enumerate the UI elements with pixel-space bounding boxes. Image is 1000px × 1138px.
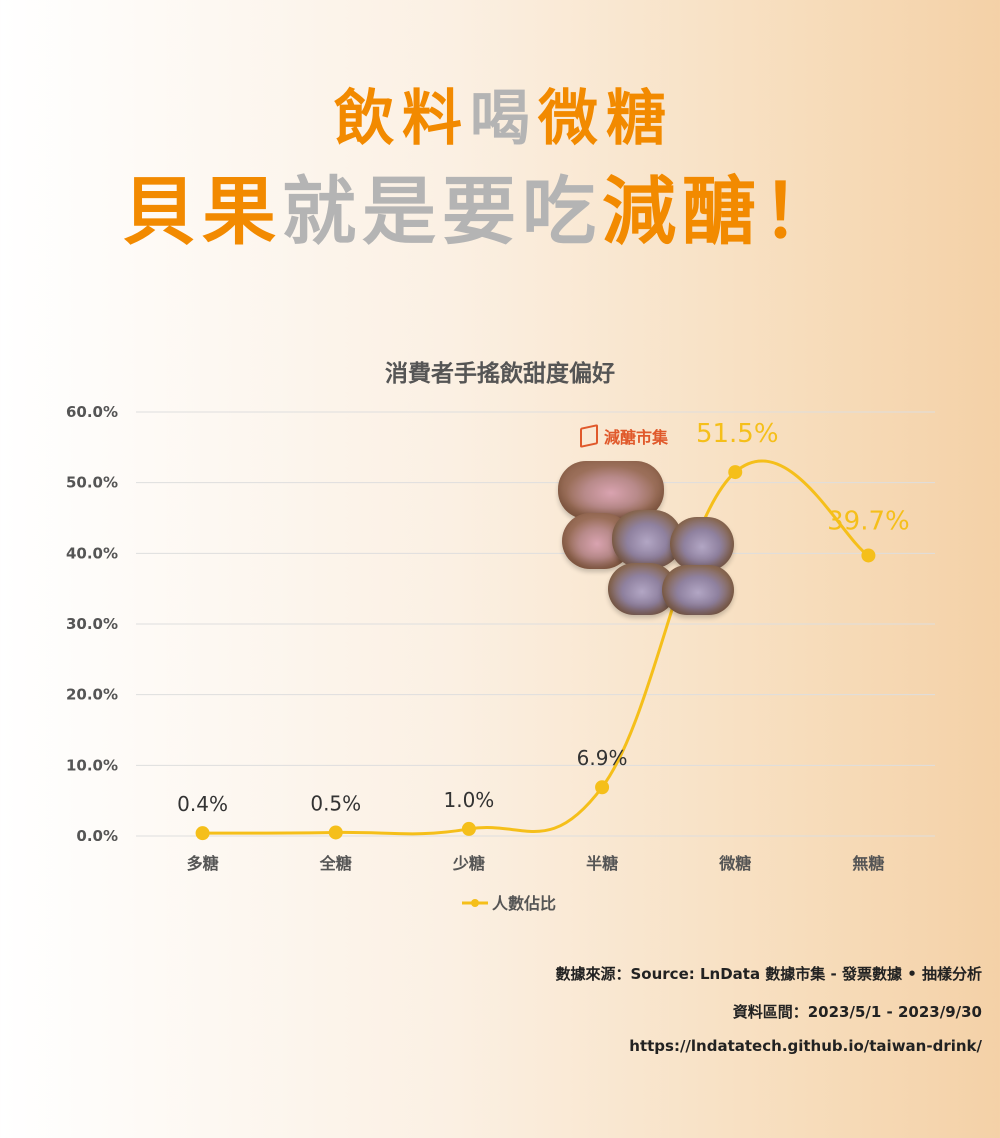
y-tick-label: 0.0% xyxy=(76,827,118,845)
data-source: 數據來源：Source: LnData 數據市集 - 發票數據 • 抽樣分析 xyxy=(555,965,983,983)
y-tick-label: 50.0% xyxy=(66,474,118,492)
brand-logo: 減醣市集 xyxy=(580,424,668,448)
bagel-image xyxy=(670,517,734,571)
data-points xyxy=(195,465,876,841)
data-point xyxy=(728,465,743,480)
legend: 人數佔比 xyxy=(462,894,556,913)
source-url[interactable]: https://lndatatech.github.io/taiwan-drin… xyxy=(629,1037,982,1055)
data-label: 6.9% xyxy=(577,746,628,770)
sweetness-line-chart: 0.0% 10.0% 20.0% 30.0% 40.0% 50.0% 60.0% 多糖 全糖 少… xyxy=(66,403,935,913)
y-tick-label: 40.0% xyxy=(66,544,118,562)
data-label: 51.5% xyxy=(696,419,779,449)
x-tick-label: 全糖 xyxy=(319,854,352,873)
headline-line-1: 飲料喝微糖 xyxy=(4,70,1000,157)
y-axis-ticks: 0.0% 10.0% 20.0% 30.0% 40.0% 50.0% 60.0% xyxy=(66,403,118,845)
data-point xyxy=(195,826,210,841)
data-point xyxy=(461,821,476,836)
x-tick-label: 少糖 xyxy=(452,854,485,873)
data-label: 0.4% xyxy=(177,792,228,816)
x-tick-label: 微糖 xyxy=(718,854,751,873)
headline-segment: 貝果 xyxy=(122,169,282,255)
x-tick-label: 半糖 xyxy=(586,854,618,873)
x-tick-label: 多糖 xyxy=(187,854,219,873)
legend-label: 人數佔比 xyxy=(492,894,556,913)
headline-segment: 喝 xyxy=(470,84,538,154)
headline-line-2: 貝果就是要吃減醣！ xyxy=(0,152,982,259)
chart-title: 消費者手搖飲甜度偏好 xyxy=(385,361,615,387)
headline-segment: 飲料 xyxy=(334,84,470,154)
legend-swatch-marker xyxy=(471,899,479,907)
bagel-photo xyxy=(550,455,740,615)
data-point xyxy=(328,825,343,840)
x-tick-label: 無糖 xyxy=(852,854,884,873)
x-axis-ticks: 多糖 全糖 少糖 半糖 微糖 無糖 xyxy=(187,854,885,873)
series-line xyxy=(202,459,870,836)
data-label: 1.0% xyxy=(444,788,495,812)
data-point xyxy=(595,780,610,795)
grid-lines xyxy=(136,411,935,837)
y-tick-label: 30.0% xyxy=(66,615,118,633)
brand-logo-text: 減醣市集 xyxy=(604,428,669,447)
brand-logo-icon xyxy=(580,424,598,448)
y-tick-label: 10.0% xyxy=(66,756,118,774)
bagel-image xyxy=(662,565,734,615)
bagel-image xyxy=(558,461,664,519)
data-labels: 0.4% 0.5% 1.0% 6.9% 51.5% 39.7% xyxy=(177,419,910,816)
data-label: 39.7% xyxy=(827,506,910,536)
headline-segment: 就是要吃 xyxy=(282,169,602,255)
headline-segment: 減醣！ xyxy=(602,169,842,255)
y-tick-label: 60.0% xyxy=(66,403,118,421)
data-period: 資料區間：2023/5/1 - 2023/9/30 xyxy=(732,1003,982,1021)
data-label: 0.5% xyxy=(310,791,361,815)
y-tick-label: 20.0% xyxy=(66,686,118,704)
data-point xyxy=(861,548,876,563)
headline-segment: 微糖 xyxy=(538,84,674,154)
